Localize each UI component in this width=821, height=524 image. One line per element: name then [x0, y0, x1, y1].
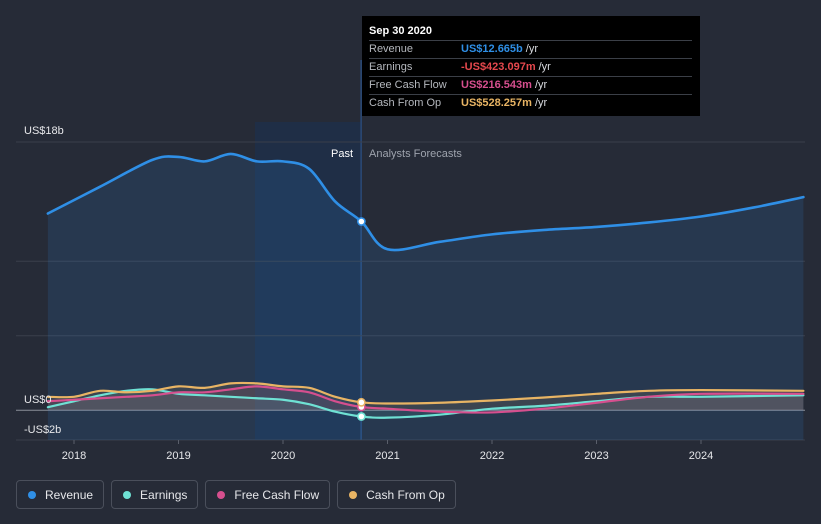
x-tick-label: 2023 — [584, 450, 608, 462]
legend-dot-icon — [349, 490, 358, 499]
forecast-region-label: Analysts Forecasts — [369, 148, 462, 160]
x-tick-label: 2021 — [375, 450, 399, 462]
tooltip-row-label: Earnings — [369, 61, 413, 73]
chart-plot: US$18b US$0 -US$2b Past Analysts Forecas… — [16, 60, 805, 462]
current-date-divider — [360, 60, 362, 440]
series-marker-cash-from-op — [356, 397, 366, 407]
tooltip-row-cash-from-op: Cash From Op US$528.257m /yr — [369, 94, 692, 112]
series-marker-earnings — [356, 412, 366, 421]
series-line-revenue — [46, 152, 805, 252]
series-line-free-cash-flow — [46, 385, 805, 414]
legend-dot-icon — [217, 490, 226, 499]
y-axis-zero-label: US$0 — [24, 394, 52, 406]
tooltip-row-label: Revenue — [369, 43, 414, 55]
series-line-cash-from-op — [46, 381, 805, 405]
legend-item-earnings[interactable]: Earnings — [111, 480, 199, 509]
series-line-earnings — [46, 388, 805, 419]
tooltip-row-value: US$528.257m — [461, 97, 532, 109]
y-axis-top-label: US$18b — [24, 125, 64, 137]
legend-label: Cash From Op — [366, 487, 445, 502]
tooltip-row-free-cash-flow: Free Cash Flow US$216.543m /yr — [369, 76, 692, 94]
tooltip-row-earnings: Earnings -US$423.097m /yr — [369, 58, 692, 76]
x-tick-label: 2024 — [689, 450, 713, 462]
legend-dot-icon — [28, 490, 36, 499]
series-area-revenue — [47, 153, 804, 441]
x-tick-label: 2020 — [271, 450, 295, 462]
legend-label: Earnings — [140, 487, 188, 502]
series-marker-revenue — [356, 217, 366, 226]
x-tick-label: 2019 — [166, 450, 190, 462]
series-area-free-cash-flow — [47, 386, 804, 413]
legend-label: Free Cash Flow — [234, 487, 320, 502]
tooltip-row-value: -US$423.097m — [461, 61, 536, 73]
legend-item-free-cash-flow[interactable]: Free Cash Flow — [205, 480, 331, 509]
tooltip-row-label: Free Cash Flow — [369, 79, 447, 91]
tooltip-date: Sep 30 2020 — [369, 25, 432, 37]
legend-dot-icon — [123, 490, 132, 499]
past-region-label: Past — [331, 148, 353, 160]
x-tick-label: 2018 — [62, 450, 86, 462]
tooltip-row-revenue: Revenue US$12.665b /yr — [369, 40, 692, 58]
tooltip-row-unit: /yr — [525, 43, 538, 55]
tooltip-row-unit: /yr — [534, 97, 548, 109]
tooltip-row-unit: /yr — [538, 61, 551, 73]
tooltip-row-value: US$216.543m — [461, 79, 532, 91]
series-area-cash-from-op — [47, 382, 804, 411]
chart-legend: Revenue Earnings Free Cash Flow Cash Fro… — [16, 480, 456, 510]
legend-label: Revenue — [45, 487, 94, 502]
y-axis-bottom-label: -US$2b — [24, 424, 61, 436]
tooltip-row-label: Cash From Op — [369, 97, 442, 109]
legend-item-cash-from-op[interactable]: Cash From Op — [337, 480, 456, 509]
tooltip-row-unit: /yr — [534, 79, 548, 91]
legend-item-revenue[interactable]: Revenue — [16, 480, 105, 509]
data-tooltip: Sep 30 2020 Revenue US$12.665b /yr Earni… — [362, 16, 700, 116]
tooltip-row-value: US$12.665b — [461, 43, 523, 55]
x-tick-label: 2022 — [480, 450, 504, 462]
